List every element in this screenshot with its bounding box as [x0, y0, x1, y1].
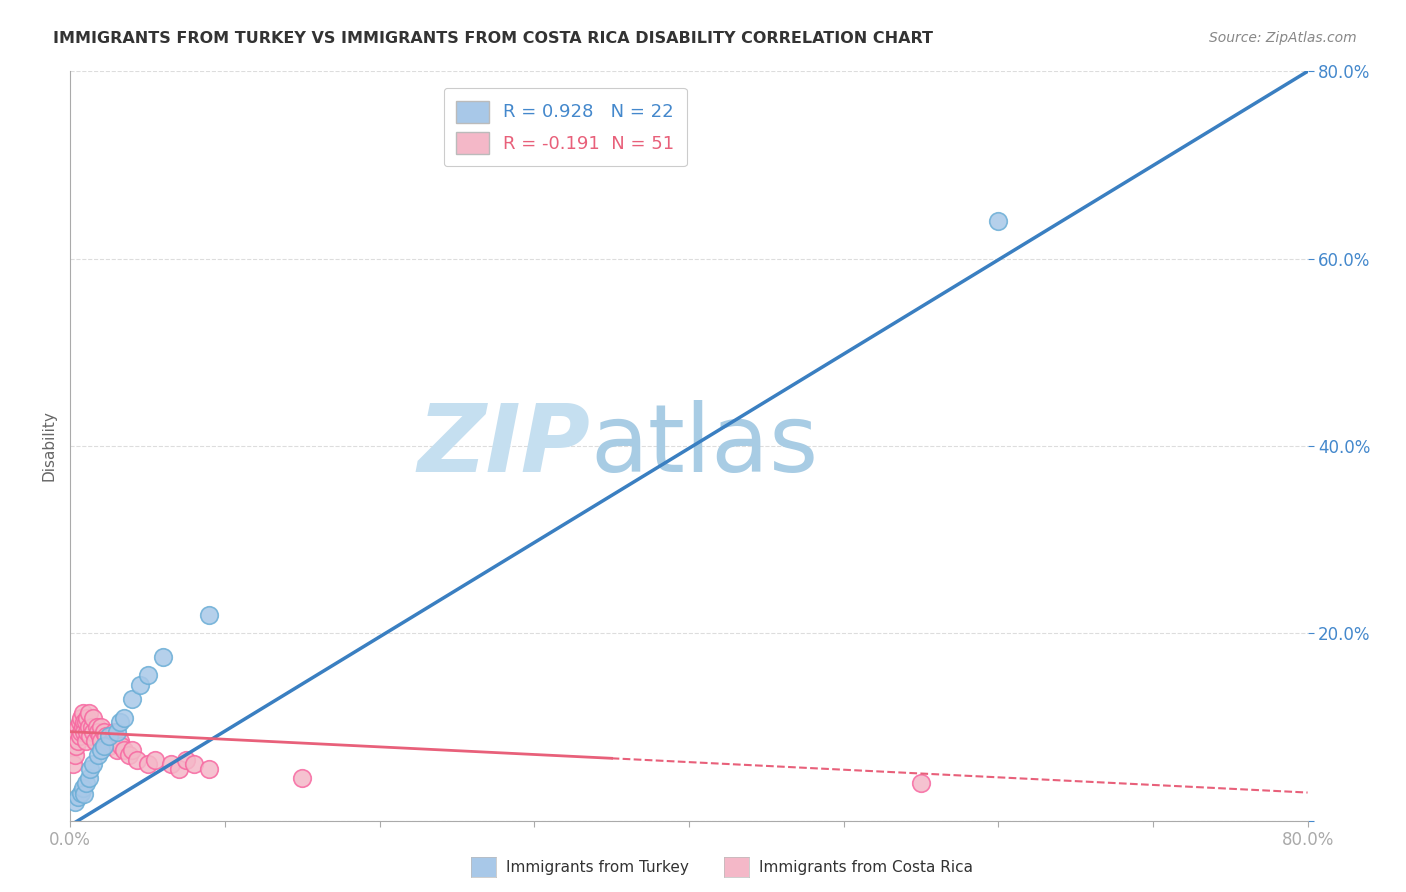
Point [136, 668, 159, 682]
Point [63, 795, 86, 809]
Point [69, 715, 91, 730]
Point [987, 214, 1010, 228]
Text: IMMIGRANTS FROM TURKEY VS IMMIGRANTS FROM COSTA RICA DISABILITY CORRELATION CHAR: IMMIGRANTS FROM TURKEY VS IMMIGRANTS FRO… [53, 31, 934, 46]
Point [65, 739, 87, 753]
Point [198, 607, 221, 622]
Point [69, 730, 91, 744]
Point [67, 734, 90, 748]
Point [183, 757, 205, 772]
Point [101, 734, 124, 748]
Point [62, 757, 84, 772]
Point [72, 720, 94, 734]
Point [94, 730, 117, 744]
Point [108, 734, 131, 748]
Point [125, 753, 148, 767]
Point [93, 739, 115, 753]
Point [72, 706, 94, 720]
Point [70, 786, 93, 800]
Point [136, 757, 159, 772]
Point [77, 772, 100, 786]
Point [114, 710, 135, 724]
Point [84, 734, 107, 748]
Point [77, 720, 100, 734]
Point [70, 710, 93, 724]
Point [75, 734, 97, 748]
Point [80, 720, 103, 734]
Point [108, 715, 131, 730]
Point [72, 780, 94, 795]
Point [145, 753, 166, 767]
Point [75, 776, 97, 790]
Point [76, 724, 98, 739]
Text: Immigrants from Costa Rica: Immigrants from Costa Rica [759, 860, 973, 874]
Point [198, 762, 221, 776]
Y-axis label: Disability: Disability [41, 410, 56, 482]
Point [89, 730, 111, 744]
Point [110, 739, 132, 753]
Point [910, 776, 932, 790]
Point [76, 710, 98, 724]
Point [129, 678, 152, 692]
Point [121, 743, 143, 757]
Point [90, 734, 112, 748]
Text: Source: ZipAtlas.com: Source: ZipAtlas.com [1209, 31, 1357, 45]
Point [73, 724, 96, 739]
Point [160, 757, 183, 772]
Text: atlas: atlas [591, 400, 818, 492]
Point [118, 747, 141, 762]
Point [121, 692, 143, 706]
Point [152, 649, 174, 664]
Legend: R = 0.928   N = 22, R = -0.191  N = 51: R = 0.928 N = 22, R = -0.191 N = 51 [443, 88, 688, 166]
Point [87, 747, 110, 762]
Point [90, 720, 112, 734]
Point [67, 720, 90, 734]
Point [82, 724, 105, 739]
Point [105, 724, 128, 739]
Point [174, 753, 197, 767]
Point [67, 790, 90, 805]
Point [167, 762, 190, 776]
Point [63, 747, 86, 762]
Point [103, 724, 125, 739]
Point [77, 706, 100, 720]
Point [93, 724, 115, 739]
Point [70, 724, 93, 739]
Point [98, 739, 120, 753]
Point [79, 730, 101, 744]
Point [105, 743, 128, 757]
Point [86, 720, 108, 734]
Point [79, 762, 101, 776]
Point [87, 724, 110, 739]
Point [291, 772, 314, 786]
Point [114, 743, 135, 757]
Point [73, 788, 96, 802]
Point [65, 724, 87, 739]
Point [73, 715, 96, 730]
Text: ZIP: ZIP [418, 400, 591, 492]
Text: Immigrants from Turkey: Immigrants from Turkey [506, 860, 689, 874]
Point [75, 715, 97, 730]
Point [90, 743, 112, 757]
Point [82, 710, 105, 724]
Point [82, 757, 105, 772]
Point [98, 730, 120, 744]
